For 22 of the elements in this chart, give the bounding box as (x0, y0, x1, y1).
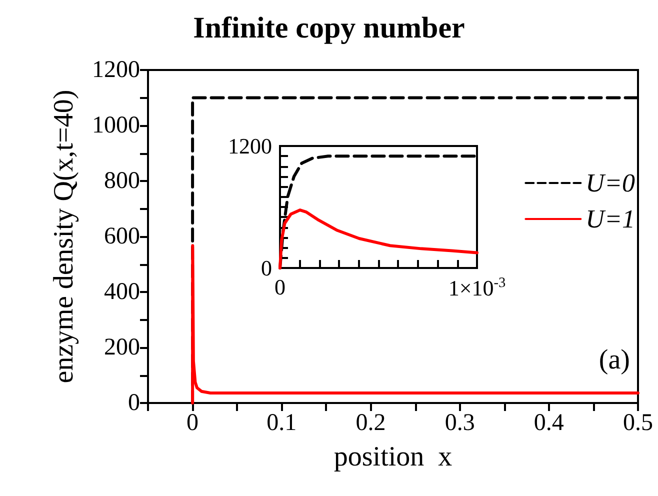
chart-title: Infinite copy number (193, 12, 465, 44)
line-series (278, 208, 478, 270)
x-axis-title: position x (334, 442, 452, 472)
legend-label: U=1 (586, 204, 636, 234)
y-tick-label: 800 (104, 168, 140, 194)
y-tick-label: 1200 (228, 134, 272, 158)
x-tick-label: 0 (186, 410, 199, 436)
x-tick-label: 0.1 (266, 410, 297, 436)
y-tick-label: 1200 (92, 57, 140, 83)
annotation: (a) (598, 344, 630, 376)
y-axis-title: enzyme density Q(x,t=40) (48, 90, 80, 384)
y-tick-label: 600 (104, 224, 140, 250)
x-tick-label: 0.4 (534, 410, 564, 436)
x-tick-label: 0.5 (623, 410, 653, 436)
y-tick-label: 0 (128, 390, 140, 416)
x-tick-label: 0.3 (444, 410, 475, 436)
y-tick-label: 1000 (92, 112, 140, 138)
y-tick-label: 400 (104, 279, 140, 305)
y-tick-label: 200 (104, 334, 140, 360)
legend-label: U=0 (586, 168, 636, 198)
x-tick-label: 0.2 (356, 410, 386, 436)
line-series (191, 244, 640, 404)
